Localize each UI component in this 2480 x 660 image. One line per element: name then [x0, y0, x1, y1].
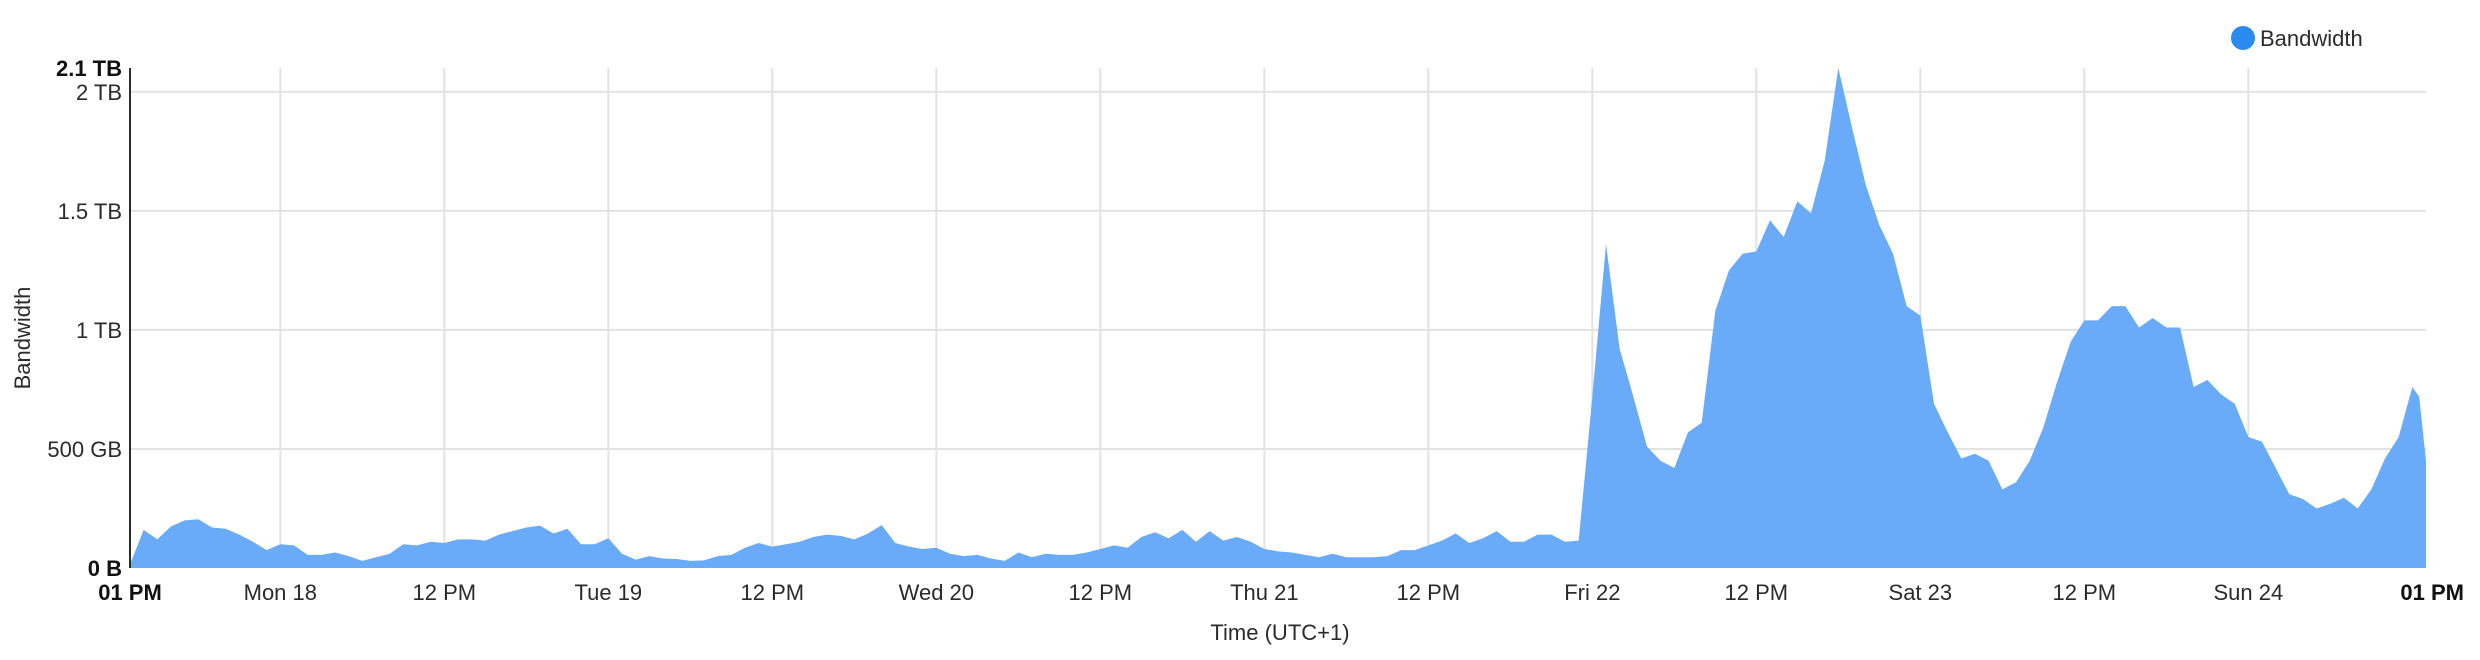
legend-item-bandwidth: Bandwidth — [2260, 26, 2363, 51]
x-tick-label: 01 PM — [2400, 580, 2464, 605]
x-axis-ticks: 01 PM Mon 18 12 PM Tue 19 12 PM Wed 20 12 PM Th… — [98, 580, 2464, 605]
y-axis-title: Bandwidth — [10, 287, 35, 390]
y-tick-label: 2.1 TB — [56, 56, 122, 81]
y-tick-label: 2 TB — [76, 80, 122, 105]
x-tick-label: Mon 18 — [244, 580, 317, 605]
x-tick-label: Fri 22 — [1564, 580, 1620, 605]
x-tick-label: Wed 20 — [899, 580, 974, 605]
x-tick-label: 12 PM — [2053, 580, 2117, 605]
x-tick-label: Thu 21 — [1230, 580, 1299, 605]
y-axis-ticks: 0 B 500 GB 1 TB 1.5 TB 2 TB2.1 TB — [47, 56, 122, 581]
x-tick-label: 12 PM — [1725, 580, 1789, 605]
x-tick-label: 12 PM — [1069, 580, 1133, 605]
series-area — [130, 68, 2426, 568]
x-tick-label: Sat 23 — [1889, 580, 1953, 605]
y-tick-label: 1.5 TB — [58, 199, 122, 224]
x-tick-label: 01 PM — [98, 580, 162, 605]
x-tick-label: 12 PM — [741, 580, 805, 605]
y-tick-label: 500 GB — [47, 437, 122, 462]
x-tick-label: 12 PM — [1397, 580, 1461, 605]
x-axis-title: Time (UTC+1) — [1210, 620, 1349, 645]
y-tick-label: 0 B — [88, 556, 122, 581]
x-tick-label: Sun 24 — [2213, 580, 2283, 605]
legend[interactable]: Bandwidth — [2231, 26, 2363, 51]
x-tick-label: Tue 19 — [574, 580, 642, 605]
bandwidth-area[interactable] — [130, 68, 2426, 568]
legend-marker — [2231, 26, 2255, 50]
y-tick-label: 1 TB — [76, 318, 122, 343]
x-tick-label: 12 PM — [413, 580, 477, 605]
